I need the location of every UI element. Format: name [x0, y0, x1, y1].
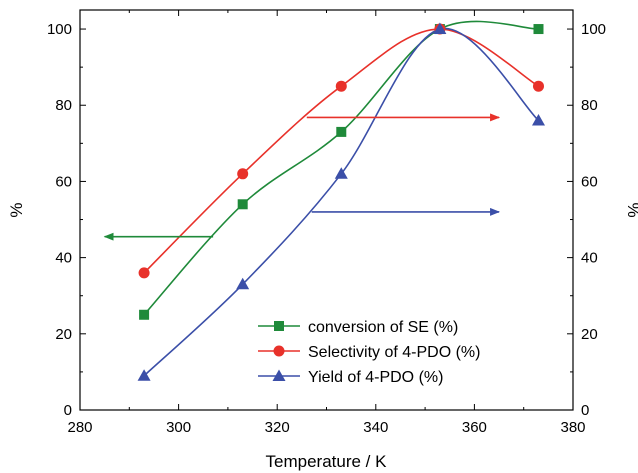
data-point-series-2	[335, 80, 347, 92]
legend-marker-3	[272, 369, 286, 381]
x-axis-title: Temperature / K	[266, 452, 388, 471]
y-tick-label-left: 40	[55, 250, 72, 267]
data-point-series-1	[533, 24, 544, 35]
x-tick-label: 280	[67, 419, 92, 436]
y-tick-label-right: 80	[581, 97, 598, 114]
data-point-series-2	[532, 80, 544, 92]
y-tick-label-left: 80	[55, 97, 72, 114]
data-point-series-1	[139, 309, 150, 320]
data-point-series-1	[237, 199, 248, 210]
legend-label-2: Selectivity of 4-PDO (%)	[308, 344, 480, 361]
legend: conversion of SE (%) Selectivity of 4-PDO…	[258, 319, 480, 386]
y-tick-label-right: 60	[581, 173, 598, 190]
legend-marker-2	[273, 345, 285, 357]
y-axis-title-right: %	[624, 202, 638, 217]
annotation-arrows	[103, 113, 501, 241]
data-point-series-3	[236, 277, 250, 290]
y-tick-label-right: 40	[581, 250, 598, 267]
y-axis-title-left: %	[7, 202, 26, 217]
y-tick-label-right: 20	[581, 326, 598, 343]
data-point-series-3	[137, 369, 151, 381]
legend-marker-1	[274, 321, 284, 331]
data-point-series-2	[237, 168, 249, 180]
data-point-series-3	[531, 113, 545, 126]
y-tick-label-right: 0	[581, 402, 589, 419]
y-tick-label-left: 0	[64, 402, 72, 419]
axis-ticks	[79, 10, 574, 411]
data-point-series-1	[336, 126, 347, 137]
x-tick-label: 360	[462, 419, 487, 436]
y-tick-label-left: 20	[55, 326, 72, 343]
series-markers	[137, 22, 545, 381]
legend-label-3: Yield of 4-PDO (%)	[308, 369, 443, 386]
x-tick-label: 340	[363, 419, 388, 436]
legend-label-1: conversion of SE (%)	[308, 319, 458, 336]
y-tick-label-right: 100	[581, 21, 606, 38]
y-tick-label-left: 100	[47, 21, 72, 38]
data-point-series-3	[433, 22, 447, 35]
x-tick-label: 380	[560, 419, 585, 436]
x-tick-label: 300	[166, 419, 191, 436]
data-point-series-2	[138, 267, 150, 279]
x-tick-label: 320	[265, 419, 290, 436]
y-tick-label-left: 60	[55, 173, 72, 190]
data-point-series-3	[334, 167, 348, 179]
